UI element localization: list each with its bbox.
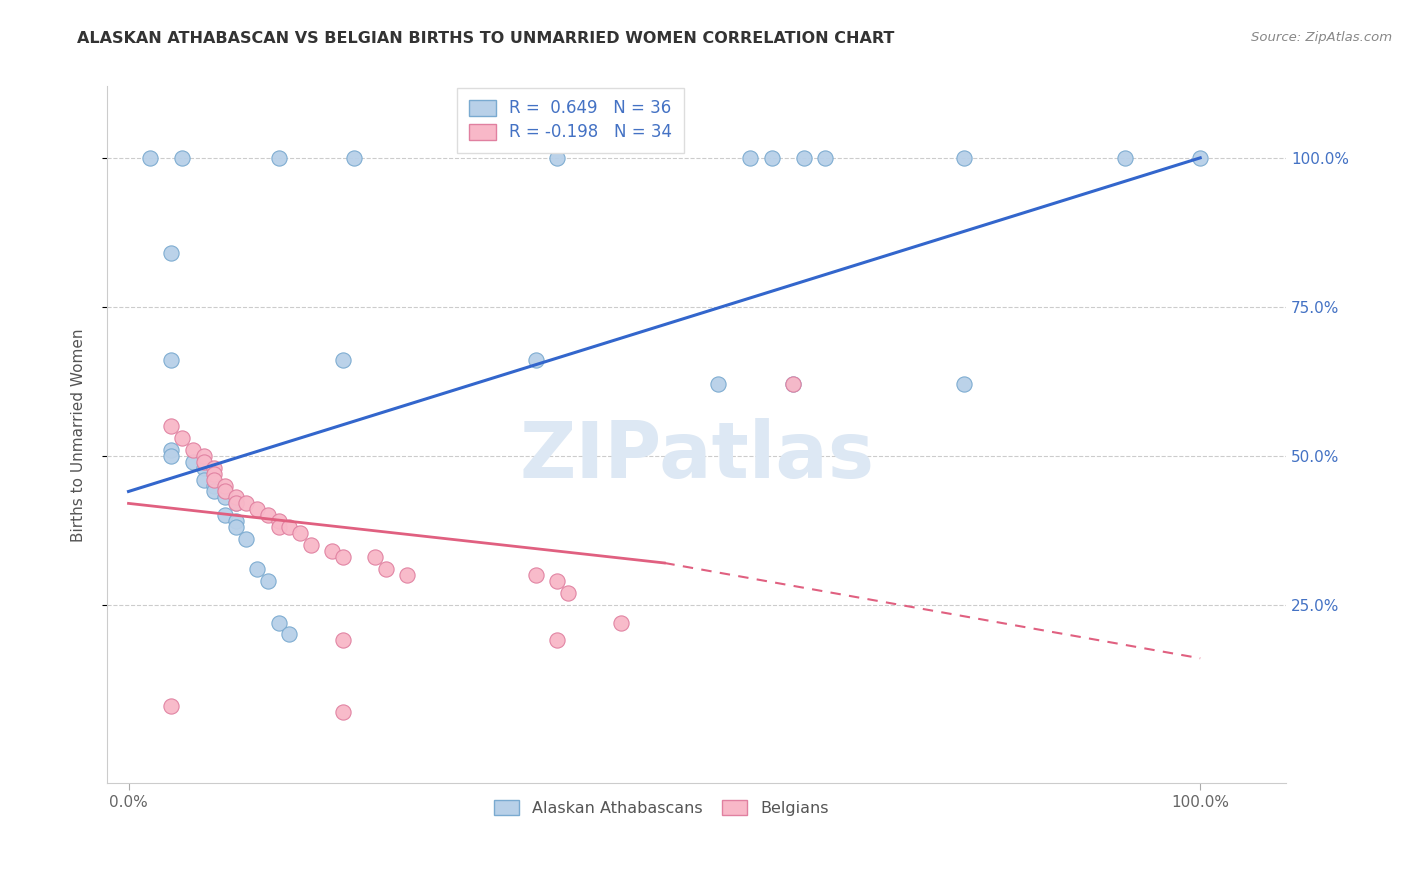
Point	[299, 538, 322, 552]
Point	[225, 520, 247, 534]
Point	[364, 549, 387, 564]
Y-axis label: Births to Unmarried Women: Births to Unmarried Women	[72, 328, 86, 541]
Point	[235, 532, 257, 546]
Point	[557, 586, 579, 600]
Point	[546, 633, 568, 648]
Point	[235, 496, 257, 510]
Point	[267, 514, 290, 528]
Point	[782, 377, 804, 392]
Legend: Alaskan Athabascans, Belgians: Alaskan Athabascans, Belgians	[485, 792, 837, 824]
Point	[524, 353, 547, 368]
Point	[256, 574, 278, 588]
Text: ZIPatlas: ZIPatlas	[519, 417, 875, 494]
Point	[256, 508, 278, 523]
Point	[202, 460, 225, 475]
Point	[278, 627, 301, 641]
Point	[246, 562, 269, 576]
Point	[225, 496, 247, 510]
Point	[546, 574, 568, 588]
Point	[267, 151, 290, 165]
Point	[610, 615, 633, 630]
Point	[202, 467, 225, 481]
Point	[332, 633, 354, 648]
Point	[160, 698, 183, 713]
Point	[193, 455, 215, 469]
Point	[1114, 151, 1136, 165]
Point	[953, 377, 976, 392]
Point	[181, 455, 204, 469]
Point	[214, 484, 236, 499]
Point	[225, 514, 247, 528]
Point	[814, 151, 837, 165]
Point	[782, 377, 804, 392]
Point	[193, 449, 215, 463]
Point	[546, 151, 568, 165]
Point	[374, 562, 396, 576]
Point	[278, 520, 301, 534]
Point	[172, 151, 194, 165]
Point	[342, 151, 364, 165]
Point	[214, 508, 236, 523]
Point	[332, 705, 354, 719]
Point	[181, 442, 204, 457]
Point	[332, 353, 354, 368]
Point	[332, 549, 354, 564]
Point	[214, 478, 236, 492]
Point	[193, 460, 215, 475]
Point	[160, 246, 183, 260]
Point	[1189, 151, 1212, 165]
Point	[793, 151, 815, 165]
Point	[524, 567, 547, 582]
Point	[225, 496, 247, 510]
Point	[225, 491, 247, 505]
Text: Source: ZipAtlas.com: Source: ZipAtlas.com	[1251, 31, 1392, 45]
Point	[214, 491, 236, 505]
Point	[160, 442, 183, 457]
Point	[202, 484, 225, 499]
Point	[761, 151, 783, 165]
Point	[740, 151, 762, 165]
Point	[139, 151, 162, 165]
Point	[267, 520, 290, 534]
Point	[288, 526, 311, 541]
Text: ALASKAN ATHABASCAN VS BELGIAN BIRTHS TO UNMARRIED WOMEN CORRELATION CHART: ALASKAN ATHABASCAN VS BELGIAN BIRTHS TO …	[77, 31, 894, 46]
Point	[396, 567, 419, 582]
Point	[160, 419, 183, 434]
Point	[321, 544, 343, 558]
Point	[246, 502, 269, 516]
Point	[953, 151, 976, 165]
Point	[202, 473, 225, 487]
Point	[160, 449, 183, 463]
Point	[193, 473, 215, 487]
Point	[172, 431, 194, 445]
Point	[160, 353, 183, 368]
Point	[202, 478, 225, 492]
Point	[267, 615, 290, 630]
Point	[707, 377, 730, 392]
